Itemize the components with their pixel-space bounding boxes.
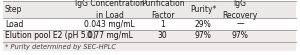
- Text: —: —: [236, 20, 244, 29]
- Text: 97%: 97%: [232, 31, 248, 40]
- Text: IgG
Recovery: IgG Recovery: [222, 0, 258, 20]
- Text: Purification
Factor: Purification Factor: [141, 0, 184, 20]
- Bar: [3, 30, 296, 51]
- Text: Purity*: Purity*: [190, 5, 216, 14]
- Bar: [3, 18, 296, 30]
- Text: Load: Load: [5, 20, 23, 29]
- Text: 0.77 mg/mL: 0.77 mg/mL: [87, 31, 132, 40]
- Text: 1: 1: [160, 20, 165, 29]
- Text: Step: Step: [5, 5, 22, 14]
- Text: Elution pool E2 (pH 5.0): Elution pool E2 (pH 5.0): [5, 31, 96, 40]
- Text: * Purity determined by SEC-HPLC: * Purity determined by SEC-HPLC: [5, 44, 116, 50]
- Text: 0.043 mg/mL: 0.043 mg/mL: [84, 20, 135, 29]
- Text: 29%: 29%: [195, 20, 211, 29]
- Text: IgG Concentration
in Load: IgG Concentration in Load: [75, 0, 144, 20]
- Bar: [3, 1, 296, 18]
- Text: 97%: 97%: [195, 31, 212, 40]
- Text: 30: 30: [158, 31, 168, 40]
